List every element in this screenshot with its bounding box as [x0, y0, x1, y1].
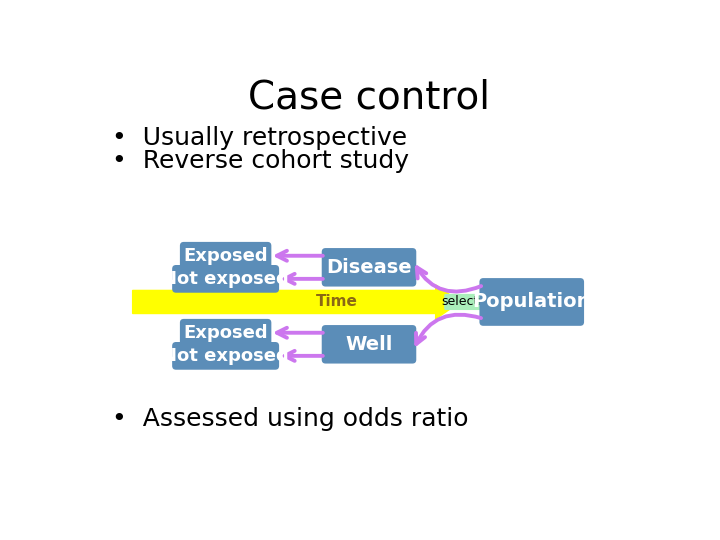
Text: Population: Population	[472, 293, 591, 312]
FancyBboxPatch shape	[444, 294, 495, 310]
FancyBboxPatch shape	[322, 325, 416, 363]
Text: •  Usually retrospective: • Usually retrospective	[112, 126, 407, 150]
FancyArrow shape	[132, 285, 461, 319]
FancyBboxPatch shape	[322, 248, 416, 287]
Text: Exposed: Exposed	[184, 247, 268, 265]
Text: Well: Well	[346, 335, 392, 354]
FancyBboxPatch shape	[180, 242, 271, 269]
Text: Disease: Disease	[326, 258, 412, 277]
Text: •  Assessed using odds ratio: • Assessed using odds ratio	[112, 407, 468, 431]
Text: •  Reverse cohort study: • Reverse cohort study	[112, 149, 409, 173]
FancyBboxPatch shape	[172, 265, 279, 293]
Text: Not exposed: Not exposed	[162, 270, 289, 288]
FancyBboxPatch shape	[480, 278, 584, 326]
Text: Not exposed: Not exposed	[162, 347, 289, 365]
FancyBboxPatch shape	[180, 319, 271, 347]
Text: Case control: Case control	[248, 78, 490, 116]
Text: selection: selection	[441, 295, 498, 308]
FancyBboxPatch shape	[172, 342, 279, 370]
Text: Exposed: Exposed	[184, 324, 268, 342]
Text: Time: Time	[315, 294, 357, 309]
